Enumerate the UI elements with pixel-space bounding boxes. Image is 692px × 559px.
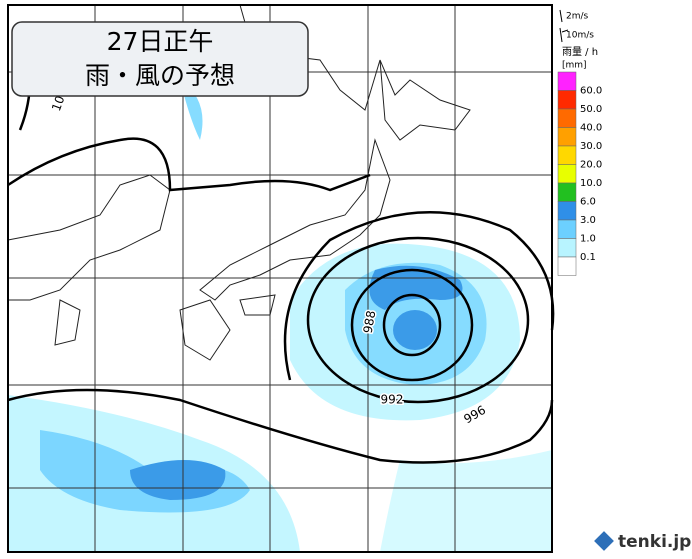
title-box: 27日正午 雨・風の予想	[11, 21, 309, 97]
rain-scale: 60.0 50.0 40.0 30.0 20.0 10.0 6.0 3.0 1.0 0.1	[557, 71, 602, 276]
rain-color-box	[557, 256, 577, 276]
rain-level-label: 6.0	[580, 197, 596, 208]
isobar	[7, 29, 555, 464]
rain-color-box	[557, 71, 577, 91]
rain-color-box	[557, 201, 577, 221]
rain-level-label: 60.0	[580, 86, 602, 97]
title-background	[11, 21, 309, 97]
coastline	[7, 4, 471, 361]
rain-level-label: 3.0	[580, 215, 596, 226]
rain-level-label: 0.1	[580, 252, 596, 263]
contour-label: 988	[361, 309, 379, 334]
rain-level-label: 1.0	[580, 234, 596, 245]
rain-level-label: 50.0	[580, 104, 602, 115]
contour-label: 992	[381, 393, 404, 407]
wind-legend-label: 2m/s	[566, 12, 589, 22]
brand-logo: tenki.jp	[594, 531, 691, 552]
rain-color-box	[557, 238, 577, 258]
wind-barb-icon	[559, 9, 569, 43]
brand-text: tenki.jp	[618, 532, 691, 552]
logo-icon	[594, 531, 614, 551]
rain-legend-title: 雨量 / h	[562, 46, 598, 58]
rain-area	[380, 450, 552, 552]
rain-area	[130, 460, 226, 500]
rain-legend-unit: [mm]	[562, 61, 587, 71]
legend: 2m/s 10m/s 雨量 / h [mm] 60.0 50.0 40.0 30.0 2…	[557, 9, 602, 276]
map-frame	[7, 4, 553, 553]
rain-level-label: 30.0	[580, 141, 602, 152]
rain-level-label: 40.0	[580, 123, 602, 134]
rain-color-box	[557, 145, 577, 165]
title-line: 雨・風の予想	[85, 61, 235, 90]
rain-color-box	[557, 108, 577, 128]
rain-color-box	[557, 90, 577, 110]
rain-level-label: 20.0	[580, 160, 602, 171]
rain-color-box	[557, 127, 577, 147]
title-line: 27日正午	[107, 27, 214, 56]
rain-color-box	[557, 164, 577, 184]
rain-color-box	[557, 182, 577, 202]
rain-color-box	[557, 219, 577, 239]
wind-legend-label: 10m/s	[566, 31, 594, 41]
rain-area	[393, 310, 437, 350]
rain-level-label: 10.0	[580, 178, 602, 189]
